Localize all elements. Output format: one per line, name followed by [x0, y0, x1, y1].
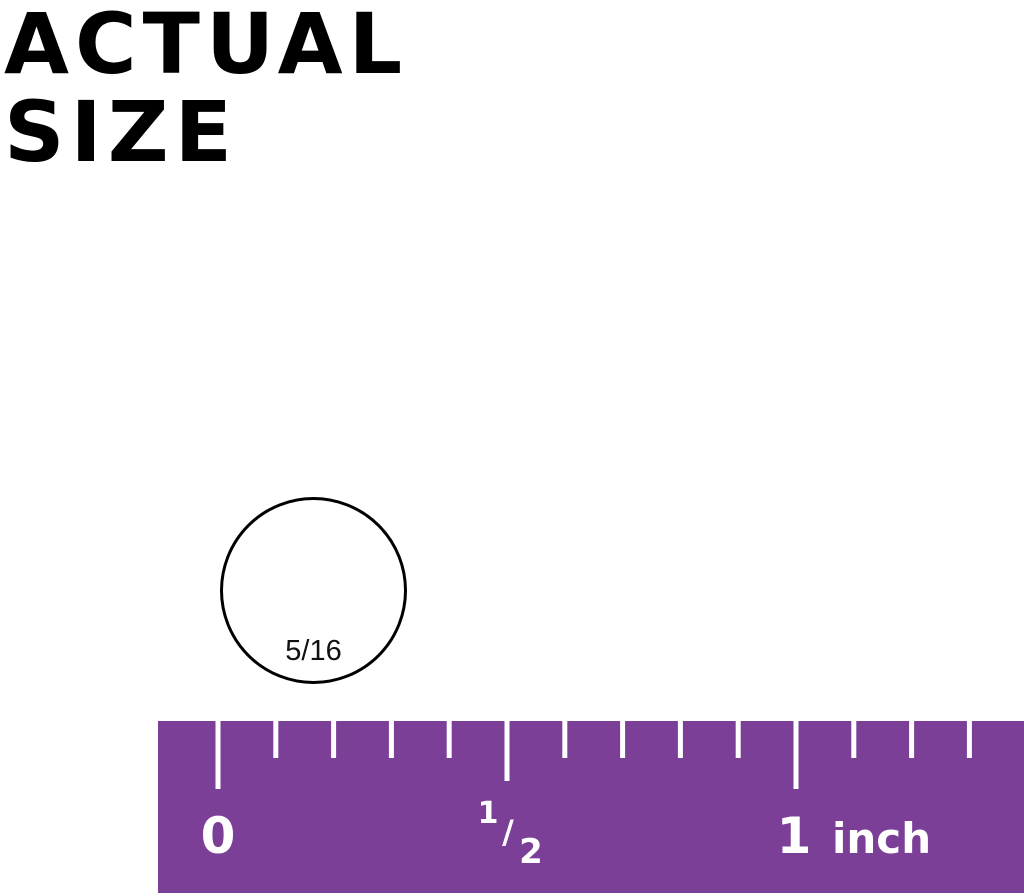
ruler-tick-minor	[677, 721, 683, 758]
ruler-tick-minor	[620, 721, 626, 758]
title-line-1: ACTUAL	[4, 0, 409, 93]
ruler-label-half-numerator: 1	[478, 796, 499, 831]
ruler-tick-minor	[273, 721, 279, 758]
ruler-tick-minor	[388, 721, 394, 758]
ruler-label-half-slash: /	[502, 813, 514, 851]
ruler-tick-minor	[909, 721, 915, 758]
ruler-label-zero: 0	[201, 807, 236, 865]
ruler-tick-major	[215, 721, 221, 789]
ruler-label-one: 1	[777, 807, 812, 865]
ruler-tick-half	[504, 721, 510, 781]
ruler-tick-minor	[966, 721, 972, 758]
ruler-tick-minor	[562, 721, 568, 758]
ruler-tick-minor	[851, 721, 857, 758]
ruler-tick-minor	[331, 721, 337, 758]
page-title: ACTUAL SIZE	[4, 0, 408, 176]
circle-size-label: 5/16	[285, 635, 342, 667]
ruler-tick-major	[793, 721, 799, 789]
ruler-label-unit: inch	[832, 814, 931, 863]
ruler: 0 1 / 2 1 inch	[158, 721, 1024, 893]
title-line-2: SIZE	[4, 83, 239, 181]
ruler-ticks	[215, 721, 972, 789]
size-circle: 5/16	[220, 497, 407, 684]
ruler-background	[158, 721, 1024, 893]
ruler-label-half-denominator: 2	[519, 832, 543, 872]
ruler-tick-minor	[735, 721, 741, 758]
ruler-tick-minor	[446, 721, 452, 758]
